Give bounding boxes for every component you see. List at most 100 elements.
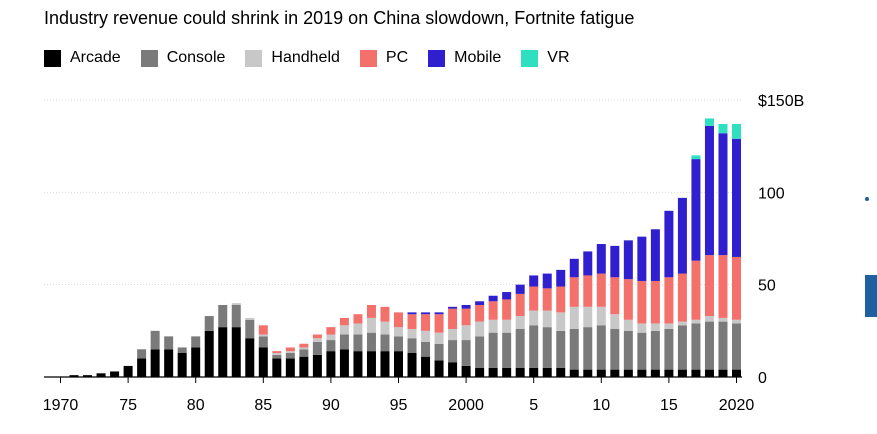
bar-segment-mobile-2004 bbox=[515, 284, 525, 294]
bar-segment-arcade-2002 bbox=[488, 367, 498, 377]
bar-segment-arcade-2001 bbox=[475, 367, 485, 377]
bar-segment-handheld-2015 bbox=[664, 323, 674, 329]
bar-segment-pc-2001 bbox=[475, 304, 485, 322]
bar-segment-mobile-1998 bbox=[434, 312, 444, 315]
bar-segment-mobile-2002 bbox=[488, 295, 498, 302]
bar-segment-arcade-2019 bbox=[718, 369, 728, 377]
y-tick-label: 50 bbox=[758, 278, 776, 295]
bar-segment-handheld-2016 bbox=[677, 321, 687, 326]
bar-segment-arcade-1983 bbox=[231, 327, 241, 377]
bar-segment-pc-2013 bbox=[637, 280, 647, 324]
legend-swatch bbox=[140, 49, 158, 67]
legend-item-console: Console bbox=[140, 49, 225, 67]
bar-segment-arcade-1978 bbox=[164, 349, 174, 377]
x-tick-label: 80 bbox=[187, 397, 205, 414]
bar-segment-console-2001 bbox=[475, 336, 485, 368]
bar-segment-handheld-1988 bbox=[299, 347, 309, 350]
bar-segment-arcade-1980 bbox=[191, 347, 201, 377]
bar-segment-pc-2008 bbox=[569, 277, 579, 307]
bar-segment-console-1999 bbox=[448, 340, 458, 363]
chart-title: Industry revenue could shrink in 2019 on… bbox=[44, 8, 635, 28]
bar-segment-console-1988 bbox=[299, 349, 309, 357]
bar-segment-pc-2007 bbox=[556, 286, 566, 313]
bar-segment-console-1992 bbox=[353, 334, 363, 352]
bar-segment-arcade-1995 bbox=[394, 351, 403, 377]
bar-segment-handheld-2007 bbox=[556, 312, 566, 331]
bar-segment-handheld-1993 bbox=[366, 317, 376, 333]
bar-segment-arcade-2017 bbox=[691, 369, 701, 377]
bar-segment-mobile-2011 bbox=[610, 245, 620, 278]
bar-segment-arcade-1982 bbox=[218, 327, 228, 377]
bar-segment-console-2006 bbox=[542, 327, 552, 368]
bar-segment-handheld-1995 bbox=[394, 327, 403, 337]
bar-segment-arcade-2006 bbox=[542, 367, 552, 377]
bar-segment-mobile-2020 bbox=[732, 138, 741, 257]
bar-segment-handheld-2011 bbox=[610, 314, 620, 329]
bar-segment-handheld-2013 bbox=[637, 323, 647, 333]
bar-segment-arcade-1999 bbox=[448, 362, 458, 377]
bar-segment-handheld-2014 bbox=[650, 323, 660, 331]
bar-segment-handheld-2019 bbox=[718, 317, 728, 322]
bar-segment-arcade-1975 bbox=[123, 365, 133, 377]
bar-segment-vr-2017 bbox=[691, 155, 701, 160]
legend-label: VR bbox=[547, 49, 570, 66]
legend-label: Mobile bbox=[454, 49, 502, 66]
bar-segment-arcade-1976 bbox=[137, 358, 147, 377]
bar-segment-handheld-2000 bbox=[461, 325, 471, 341]
bar-segment-pc-2010 bbox=[596, 273, 606, 307]
x-tick-label: 85 bbox=[254, 397, 272, 414]
bar-segment-pc-2003 bbox=[502, 299, 512, 320]
bar-segment-handheld-2005 bbox=[529, 310, 539, 326]
bar-segment-handheld-1992 bbox=[353, 323, 363, 335]
bar-segment-console-1998 bbox=[434, 343, 444, 361]
bar-segment-handheld-1997 bbox=[421, 330, 431, 342]
bar-segment-arcade-1973 bbox=[96, 373, 106, 377]
bar-segment-handheld-2003 bbox=[502, 319, 512, 333]
bar-segment-handheld-2004 bbox=[515, 316, 525, 329]
bar-segment-arcade-1998 bbox=[434, 360, 444, 377]
legend-item-handheld: Handheld bbox=[245, 49, 340, 67]
legend-item-pc: PC bbox=[359, 49, 408, 67]
bar-segment-console-2010 bbox=[596, 325, 606, 370]
bar-segment-pc-2006 bbox=[542, 288, 552, 311]
bar-segment-console-1983 bbox=[231, 304, 241, 328]
bar-segment-mobile-1997 bbox=[421, 312, 431, 315]
bar-segment-arcade-1981 bbox=[204, 330, 214, 377]
bar-segment-handheld-1985 bbox=[258, 334, 268, 337]
bar-segment-arcade-2003 bbox=[502, 367, 512, 377]
bar-segment-pc-2016 bbox=[677, 273, 687, 322]
bar-segment-arcade-1986 bbox=[272, 358, 282, 377]
bar-segment-arcade-1988 bbox=[299, 356, 309, 377]
x-tick-label: 95 bbox=[390, 397, 408, 414]
bar-segment-handheld-2002 bbox=[488, 319, 498, 333]
bar-segment-handheld-2017 bbox=[691, 319, 701, 324]
bar-segment-console-1977 bbox=[150, 330, 160, 350]
bar-segment-mobile-2008 bbox=[569, 258, 579, 278]
bar-segment-arcade-1994 bbox=[380, 351, 390, 377]
bar-segment-mobile-2010 bbox=[596, 244, 606, 274]
bar-segment-pc-2014 bbox=[650, 280, 660, 324]
bar-segment-arcade-1993 bbox=[366, 351, 376, 377]
bar-segment-arcade-2020 bbox=[732, 369, 741, 377]
legend-swatch bbox=[245, 49, 263, 67]
bar-segment-handheld-2006 bbox=[542, 310, 552, 328]
bar-segment-pc-1991 bbox=[339, 317, 349, 326]
bar-segment-console-2011 bbox=[610, 328, 620, 370]
bar-segment-handheld-1983 bbox=[231, 303, 241, 305]
legend-label: Arcade bbox=[70, 49, 121, 66]
bar-segment-pc-1988 bbox=[299, 343, 309, 348]
bar-segment-mobile-2001 bbox=[475, 301, 485, 305]
bar-segment-arcade-1977 bbox=[150, 349, 160, 377]
bar-segment-mobile-2007 bbox=[556, 269, 566, 287]
bar-segment-console-2005 bbox=[529, 325, 539, 368]
bar-segment-handheld-1991 bbox=[339, 325, 349, 335]
x-tick-label: 2020 bbox=[719, 397, 755, 414]
bar-segment-pc-2004 bbox=[515, 293, 525, 317]
bar-segment-console-2014 bbox=[650, 330, 660, 370]
bar-segment-arcade-1987 bbox=[285, 358, 295, 377]
bar-segment-mobile-2000 bbox=[461, 304, 471, 309]
y-tick-label: 0 bbox=[758, 370, 767, 387]
legend-item-mobile: Mobile bbox=[428, 49, 501, 67]
bar-segment-handheld-1984 bbox=[245, 317, 255, 320]
